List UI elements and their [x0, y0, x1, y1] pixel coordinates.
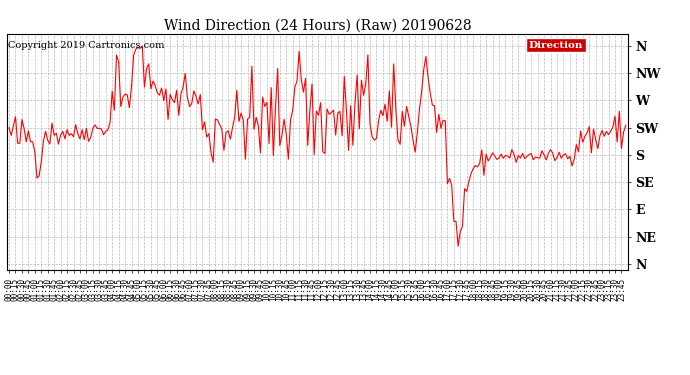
Title: Wind Direction (24 Hours) (Raw) 20190628: Wind Direction (24 Hours) (Raw) 20190628 [164, 19, 471, 33]
Text: Direction: Direction [529, 41, 583, 50]
Text: Copyright 2019 Cartronics.com: Copyright 2019 Cartronics.com [8, 41, 164, 50]
